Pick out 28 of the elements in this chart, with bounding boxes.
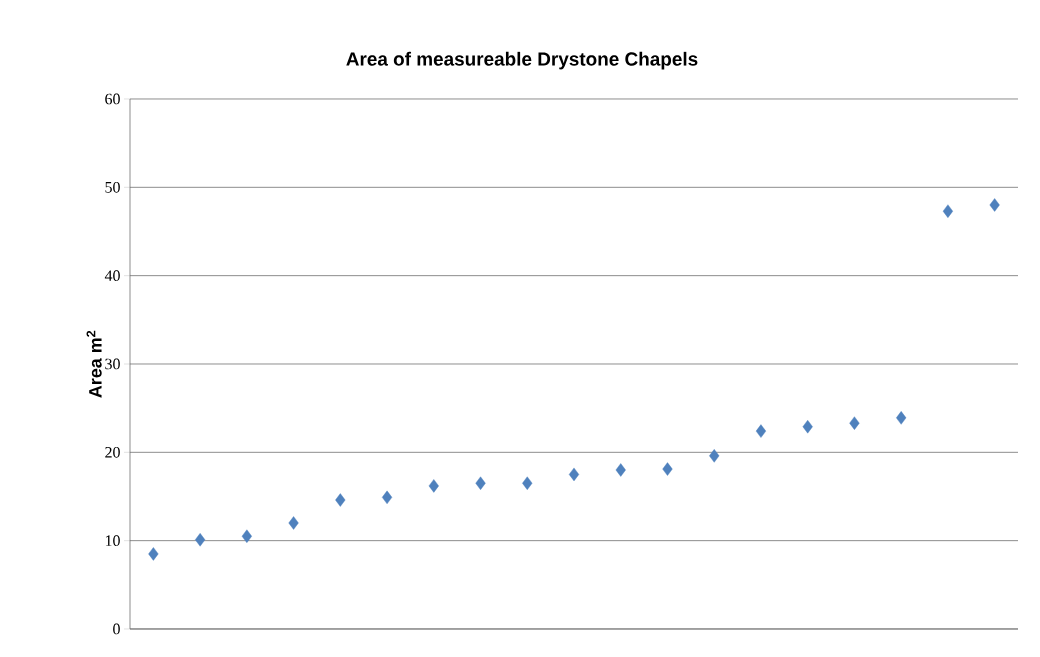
point <box>709 449 720 463</box>
y-tick-label: 20 <box>105 446 120 458</box>
y-tick-label: 10 <box>105 535 120 547</box>
point <box>475 476 486 490</box>
point <box>522 476 533 490</box>
y-tick-label: 40 <box>104 270 120 282</box>
point <box>849 416 860 430</box>
y-tick-label: 50 <box>105 181 120 193</box>
y-tick-label: 0 <box>113 623 120 635</box>
point <box>335 493 346 507</box>
point <box>662 462 673 476</box>
point <box>568 467 580 482</box>
point <box>896 411 907 425</box>
point <box>288 516 299 530</box>
y-tick-label: 30 <box>105 358 120 370</box>
point <box>428 479 439 493</box>
y-tick-label: 60 <box>105 93 120 105</box>
point <box>755 424 767 438</box>
point <box>381 490 393 505</box>
point <box>615 463 626 477</box>
y-axis-title: Area m$^{2}$ <box>86 330 102 398</box>
point <box>241 529 252 543</box>
point <box>195 533 206 547</box>
point <box>989 198 1000 212</box>
point <box>942 204 953 218</box>
chart-title: Area of measureable Drystone Chapels <box>346 51 698 70</box>
point <box>148 547 159 561</box>
point <box>802 420 813 434</box>
